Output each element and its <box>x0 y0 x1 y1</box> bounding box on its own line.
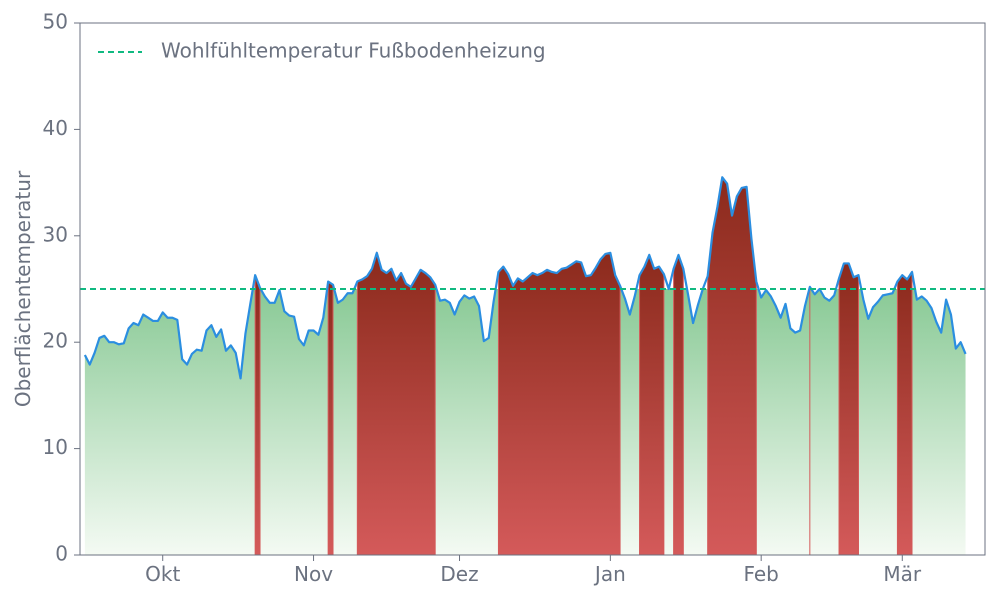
legend: Wohlfühltemperatur Fußbodenheizung <box>98 39 546 63</box>
x-tick-label: Mär <box>883 562 922 586</box>
above-threshold-area <box>327 280 334 556</box>
y-tick-label: 30 <box>43 222 68 246</box>
temperature-line <box>83 176 967 380</box>
above-threshold-area <box>497 252 621 556</box>
plot-frame <box>79 22 986 556</box>
above-threshold-area <box>639 253 665 556</box>
legend-label-threshold: Wohlfühltemperatur Fußbodenheizung <box>161 39 546 63</box>
x-tick-label: Nov <box>294 562 333 586</box>
above-threshold-area <box>896 270 913 556</box>
x-tick-label: Feb <box>743 562 778 586</box>
x-tick-label: Jan <box>593 562 626 586</box>
area-layer <box>84 176 966 556</box>
x-tick-label: Dez <box>440 562 478 586</box>
y-tick-label: 20 <box>43 329 68 353</box>
above-threshold-area <box>673 253 684 556</box>
y-tick-label: 0 <box>55 542 68 566</box>
y-tick-label: 10 <box>43 435 68 459</box>
x-tick-label: Okt <box>145 562 180 586</box>
y-tick-label: 50 <box>43 10 68 34</box>
above-threshold-area <box>707 176 757 556</box>
above-threshold-area <box>356 251 436 556</box>
line-layer <box>80 176 985 380</box>
y-axis-label: Oberflächentemperatur <box>11 170 35 407</box>
axes-layer: 0 10 20 30 40 50 Okt Nov Dez Jan Feb Mär <box>43 10 986 586</box>
above-threshold-area <box>838 262 859 556</box>
above-threshold-area <box>254 274 261 556</box>
y-tick-label: 40 <box>43 116 68 140</box>
